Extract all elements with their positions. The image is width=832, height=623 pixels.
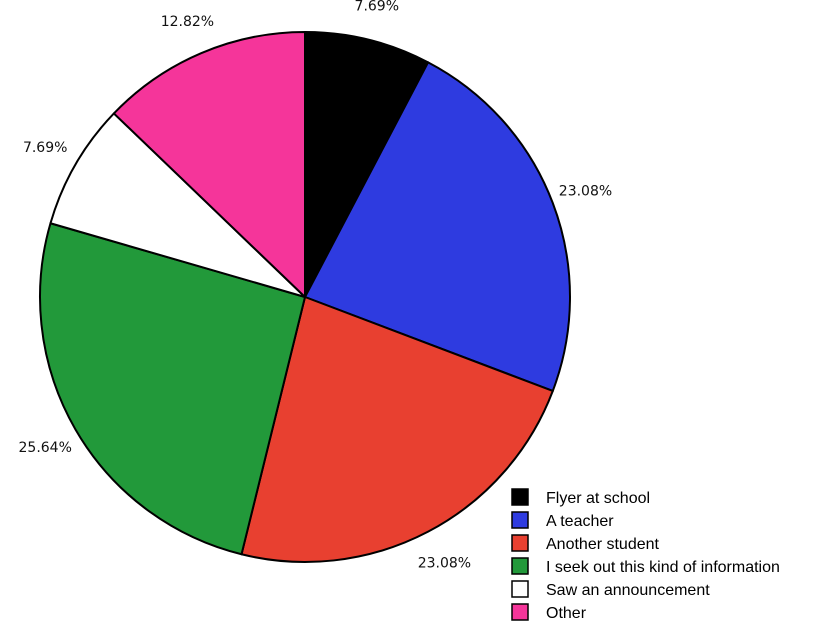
legend-swatch-2 [511, 511, 529, 529]
pie-slice-3 [240, 296, 554, 563]
pie-slice-5 [49, 112, 306, 298]
slice-value-label-5: 7.69% [23, 140, 67, 156]
legend-swatch-5 [511, 580, 529, 598]
slice-value-label-3: 23.08% [418, 556, 471, 572]
legend-swatch-1 [511, 488, 529, 506]
legend-label-2: A teacher [546, 513, 614, 530]
legend-swatch-3 [511, 534, 529, 552]
legend-label-3: Another student [546, 536, 660, 553]
legend-swatch-4 [511, 557, 529, 575]
slice-value-label-2: 23.08% [559, 184, 612, 200]
legend-label-6: Other [546, 605, 587, 622]
slice-value-label-6: 12.82% [161, 14, 214, 30]
pie-slice-6 [112, 31, 306, 298]
legend-label-4: I seek out this kind of information [546, 559, 780, 576]
slice-value-label-4: 25.64% [19, 440, 72, 456]
pie-slices [39, 31, 571, 563]
pie-slice-1 [304, 31, 430, 298]
pie-value-labels: 7.69% 23.08% 23.08% 25.64% 7.69% 12.82% [19, 0, 613, 572]
legend: Flyer at school A teacher Another student I… [511, 488, 780, 622]
pie-slice-2 [304, 61, 571, 392]
slice-value-label-1: 7.69% [355, 0, 399, 15]
legend-label-5: Saw an announcement [546, 582, 710, 599]
pie-slice-4 [39, 222, 306, 556]
legend-swatch-6 [511, 603, 529, 621]
legend-label-1: Flyer at school [546, 490, 650, 507]
